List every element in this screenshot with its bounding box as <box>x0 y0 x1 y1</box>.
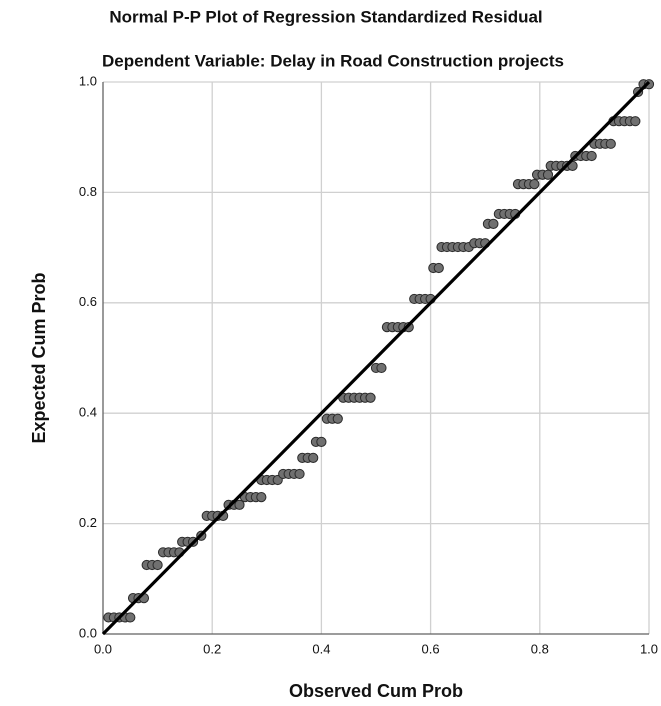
point <box>308 452 319 464</box>
point <box>294 468 305 480</box>
point <box>152 559 163 571</box>
chart-subtitle: Dependent Variable: Delay in Road Constr… <box>102 51 564 70</box>
x-tick-label: 0.0 <box>94 641 112 656</box>
chart-title: Normal P-P Plot of Regression Standardiz… <box>109 7 542 26</box>
x-tick-label: 1.0 <box>640 641 658 656</box>
point <box>542 169 554 180</box>
y-tick-label: 0.0 <box>79 625 97 640</box>
y-tick-label: 0.6 <box>79 294 97 309</box>
reference-line <box>101 80 651 636</box>
x-tick-label: 0.6 <box>422 641 440 656</box>
x-axis-title: Observed Cum Prob <box>289 681 463 701</box>
point <box>332 413 343 424</box>
point <box>586 150 597 162</box>
point <box>234 499 245 510</box>
point <box>488 218 499 229</box>
point <box>125 612 136 623</box>
y-tick-label: 0.2 <box>79 515 97 530</box>
x-tick-label: 0.2 <box>203 641 221 656</box>
point <box>433 262 444 274</box>
point <box>316 436 327 448</box>
y-tick-label: 0.8 <box>79 184 97 199</box>
point <box>605 138 616 149</box>
point <box>256 492 267 503</box>
point <box>376 362 387 374</box>
x-tick-label: 0.4 <box>312 641 330 656</box>
x-tick-label: 0.8 <box>531 641 549 656</box>
point <box>529 179 540 190</box>
y-tick-label: 1.0 <box>79 73 97 88</box>
point <box>365 392 376 403</box>
y-axis-title: Expected Cum Prob <box>29 272 49 443</box>
point <box>630 116 641 127</box>
y-tick-label: 0.4 <box>79 405 97 420</box>
